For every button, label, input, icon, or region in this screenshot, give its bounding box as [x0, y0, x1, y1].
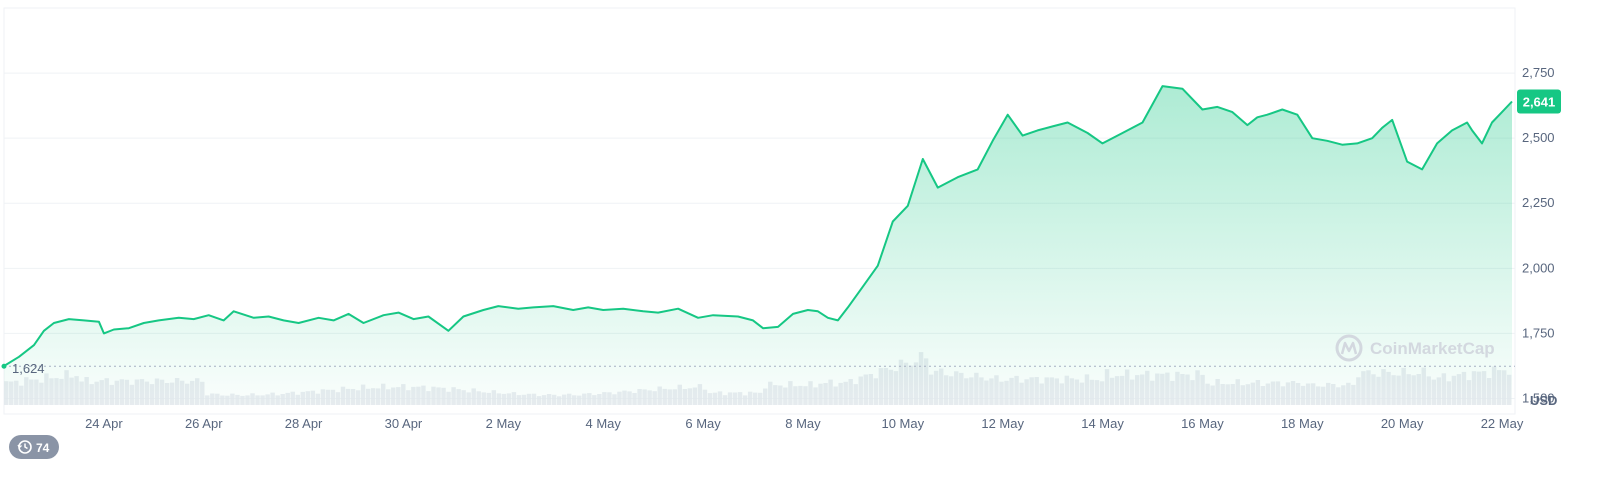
y-tick-label: 1,750	[1522, 325, 1555, 340]
x-tick-label: 10 May	[881, 416, 924, 431]
y-axis: 1,500 1,750 2,000 2,250 2,500 2,750	[1522, 65, 1555, 405]
currency-unit-label: USD	[1530, 393, 1557, 408]
current-price-label: 2,641	[1523, 94, 1556, 109]
x-tick-label: 30 Apr	[385, 416, 423, 431]
x-tick-label: 2 May	[486, 416, 522, 431]
x-tick-label: 24 Apr	[85, 416, 123, 431]
x-tick-label: 8 May	[785, 416, 821, 431]
plot-frame	[3, 7, 1516, 415]
history-count: 74	[36, 441, 50, 455]
x-axis: 24 Apr 26 Apr 28 Apr 30 Apr 2 May 4 May 6 May 8…	[85, 416, 1524, 431]
price-line[interactable]	[3, 85, 1513, 367]
coinmarketcap-watermark: CoinMarketCap	[1335, 334, 1495, 362]
y-tick-label: 2,750	[1522, 65, 1555, 80]
y-tick-label: 1,500	[1522, 390, 1555, 405]
x-tick-label: 14 May	[1081, 416, 1124, 431]
y-tick-label: 2,000	[1522, 260, 1555, 275]
start-price-label: 1,624	[12, 361, 45, 376]
coinmarketcap-logo-icon	[1335, 334, 1363, 362]
watermark-text: CoinMarketCap	[1370, 339, 1495, 358]
history-icon	[17, 440, 32, 454]
history-badge[interactable]: 74	[9, 435, 59, 459]
x-tick-label: 16 May	[1181, 416, 1224, 431]
x-tick-label: 4 May	[586, 416, 622, 431]
y-tick-label: 2,250	[1522, 195, 1555, 210]
x-tick-label: 20 May	[1381, 416, 1424, 431]
y-tick-label: 2,500	[1522, 130, 1555, 145]
x-tick-label: 28 Apr	[285, 416, 323, 431]
x-tick-label: 26 Apr	[185, 416, 223, 431]
x-tick-label: 6 May	[685, 416, 721, 431]
price-area-fill	[4, 86, 1512, 405]
x-tick-label: 18 May	[1281, 416, 1324, 431]
start-price-dot	[1, 363, 7, 369]
current-price-badge: 2,641	[1517, 89, 1561, 114]
x-tick-label: 22 May	[1481, 416, 1524, 431]
x-tick-label: 12 May	[981, 416, 1024, 431]
